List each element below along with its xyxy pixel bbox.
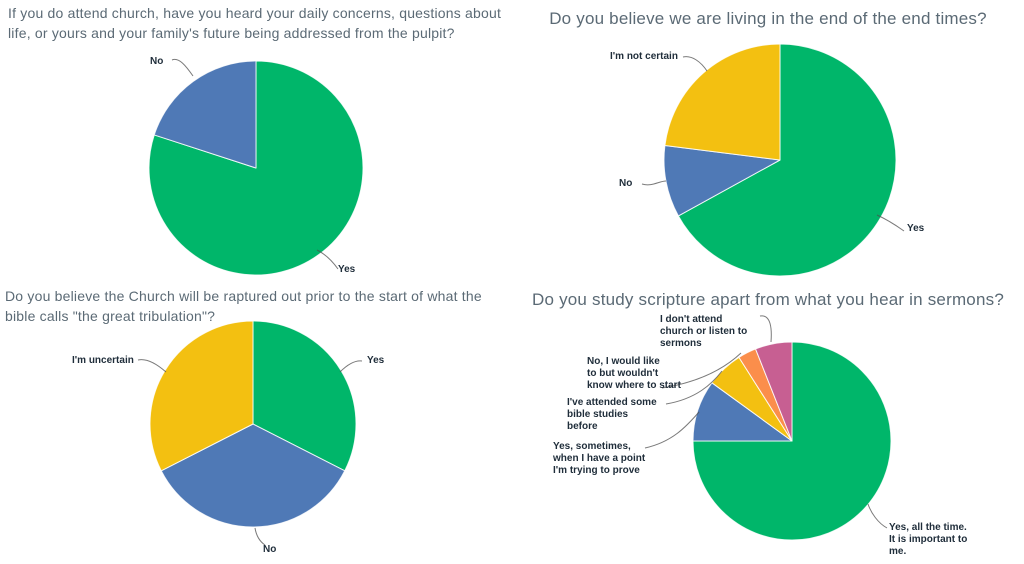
callout-label-dont-attend: I don't attend church or listen to sermo… bbox=[660, 314, 748, 349]
chart-title-pulpit-concerns: If you do attend church, have you heard … bbox=[8, 5, 502, 41]
callout-label-uncertain: I'm uncertain bbox=[72, 355, 134, 366]
pie-slice-i-m-not-certain bbox=[664, 43, 781, 161]
leader-line-dont-attend-4 bbox=[759, 315, 772, 343]
callout-label-yes: Yes bbox=[367, 355, 385, 366]
callout-label-would-like-to: No, I would like to but wouldn't know wh… bbox=[587, 356, 681, 391]
leader-line-no-3 bbox=[254, 527, 266, 546]
pie-slice-i-don-t-attend bbox=[755, 341, 793, 442]
pie-slice-yes bbox=[677, 43, 897, 277]
leader-line-would-like-4 bbox=[661, 352, 742, 389]
callout-label-sometimes: Yes, sometimes, when I have a point I'm … bbox=[553, 441, 646, 476]
chart-title-rapture: Do you believe the Church will be raptur… bbox=[5, 288, 482, 324]
leader-line-attended-4 bbox=[665, 370, 723, 405]
callout-label-no: No bbox=[150, 56, 164, 67]
leader-line-uncertain-3 bbox=[137, 359, 167, 373]
pie-slice-i-m-uncertain bbox=[149, 320, 254, 472]
pie-chart-pulpit-concerns bbox=[148, 60, 364, 276]
leader-line-not-certain-2 bbox=[682, 56, 708, 72]
chart-title-end-times: Do you believe we are living in the end … bbox=[549, 9, 987, 28]
pie-slice-yes bbox=[252, 320, 357, 472]
callout-label-not-certain: I'm not certain bbox=[610, 51, 678, 62]
leader-line-yes-1 bbox=[316, 249, 339, 270]
leader-line-all-the-time-4 bbox=[867, 503, 888, 529]
pie-slice-no bbox=[663, 144, 781, 217]
callout-label-yes: Yes bbox=[907, 223, 925, 234]
callout-label-yes: Yes bbox=[338, 264, 356, 275]
pie-slice-no bbox=[160, 423, 346, 528]
pie-chart-end-times bbox=[663, 43, 897, 277]
callout-label-all-the-time: Yes, all the time. It is important to me… bbox=[889, 522, 968, 557]
leader-line-sometimes-4 bbox=[644, 411, 700, 449]
pie-slice-yes bbox=[148, 60, 364, 276]
chart-title-study-scripture: Do you study scripture apart from what y… bbox=[532, 290, 1004, 309]
leader-line-no-1 bbox=[171, 58, 194, 77]
leader-line-yes-2 bbox=[876, 214, 905, 232]
callout-label-no: No bbox=[263, 544, 277, 555]
leader-line-yes-3 bbox=[339, 360, 363, 373]
leader-line-no-2 bbox=[641, 180, 667, 186]
callout-label-attended-studies: I've attended some bible studies before bbox=[567, 397, 657, 432]
pie-chart-rapture bbox=[149, 320, 357, 528]
pie-slice-no bbox=[153, 60, 257, 169]
pie-chart-study-scripture bbox=[692, 341, 892, 541]
callout-label-no: No bbox=[619, 178, 633, 189]
